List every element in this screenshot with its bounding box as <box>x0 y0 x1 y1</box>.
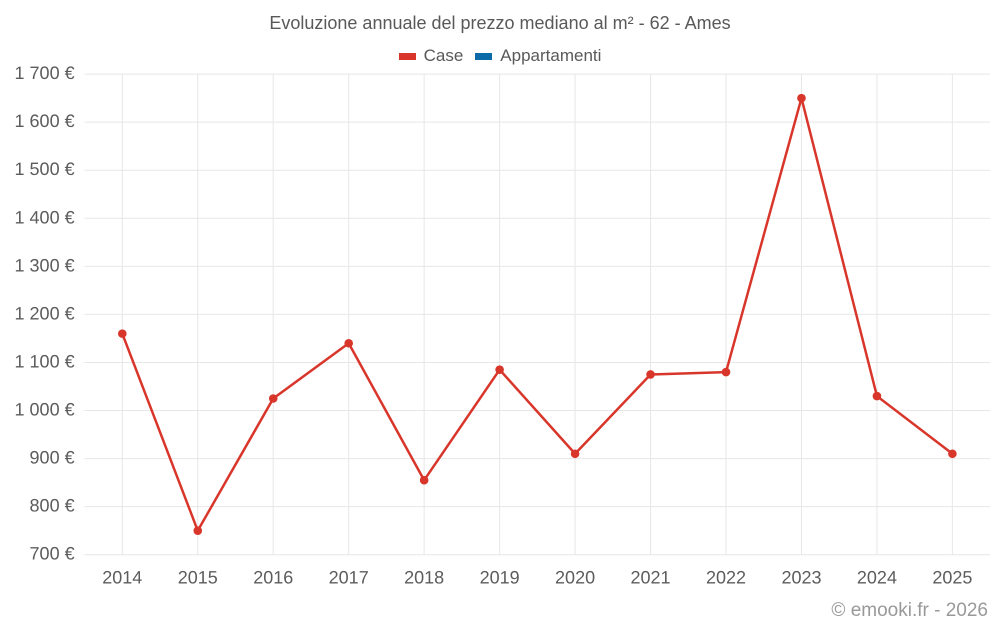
svg-text:2019: 2019 <box>480 568 520 588</box>
svg-text:1 300 €: 1 300 € <box>15 255 75 275</box>
svg-text:1 000 €: 1 000 € <box>15 400 75 420</box>
svg-text:2014: 2014 <box>102 568 142 588</box>
svg-text:1 200 €: 1 200 € <box>15 303 75 323</box>
svg-text:900 €: 900 € <box>30 448 75 468</box>
svg-text:1 100 €: 1 100 € <box>15 351 75 371</box>
svg-text:2020: 2020 <box>555 568 595 588</box>
svg-text:2021: 2021 <box>631 568 671 588</box>
svg-text:2025: 2025 <box>932 568 972 588</box>
svg-text:2018: 2018 <box>404 568 444 588</box>
svg-text:700 €: 700 € <box>30 544 75 564</box>
svg-text:2022: 2022 <box>706 568 746 588</box>
svg-text:2015: 2015 <box>178 568 218 588</box>
svg-text:1 600 €: 1 600 € <box>15 111 75 131</box>
svg-text:1 500 €: 1 500 € <box>15 159 75 179</box>
svg-text:2024: 2024 <box>857 568 897 588</box>
svg-text:1 700 €: 1 700 € <box>15 63 75 83</box>
svg-text:2016: 2016 <box>253 568 293 588</box>
svg-text:1 400 €: 1 400 € <box>15 207 75 227</box>
svg-text:800 €: 800 € <box>30 496 75 516</box>
svg-text:2023: 2023 <box>781 568 821 588</box>
svg-text:2017: 2017 <box>329 568 369 588</box>
